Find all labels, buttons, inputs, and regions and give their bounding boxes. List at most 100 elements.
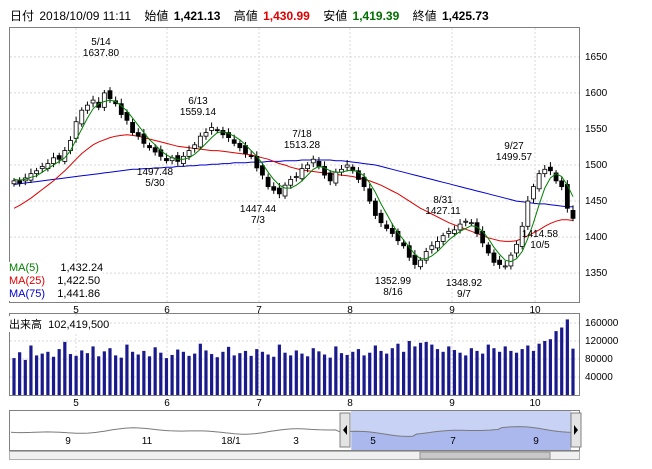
- close-label: 終値: [412, 9, 437, 23]
- volume-bar: [164, 358, 169, 395]
- volume-month-label: 6: [164, 398, 170, 409]
- volume-bar: [328, 357, 332, 395]
- annotation-line-2: 1559.14: [180, 107, 217, 118]
- candle-body: [316, 160, 322, 167]
- volume-bar: [418, 342, 423, 395]
- candle-body: [51, 157, 56, 164]
- candle-body: [384, 224, 390, 229]
- candle-body: [101, 92, 107, 108]
- volume-bar: [266, 354, 270, 395]
- navigator-scrollbar[interactable]: [9, 451, 580, 460]
- volume-bar: [187, 355, 191, 395]
- volume-bar: [108, 348, 112, 395]
- legend-ma75-value: 1,441.86: [57, 288, 101, 300]
- annotation-line-1: 1348.92: [446, 278, 483, 289]
- volume-bar: [130, 351, 135, 395]
- annotation-line-1: 7/18: [292, 129, 312, 140]
- legend-ma25-label: MA(25): [9, 275, 46, 287]
- high-label: 高値: [233, 9, 258, 23]
- volume-tick-label: 120000: [585, 336, 619, 347]
- volume-bar: [571, 348, 575, 395]
- candle-body: [214, 129, 220, 132]
- annotation-line-2: 9/7: [457, 289, 471, 300]
- candle-body: [485, 244, 491, 254]
- chevron-left-icon: [343, 425, 347, 435]
- volume-bar: [170, 354, 174, 395]
- volume-bar: [339, 353, 344, 395]
- volume-bar: [232, 355, 236, 395]
- volume-bar: [181, 351, 185, 395]
- candle-body: [237, 142, 243, 149]
- navigator-label: 9: [65, 436, 71, 447]
- candle-body: [322, 166, 327, 176]
- volume-month-label: 10: [529, 398, 541, 409]
- volume-bar: [560, 327, 564, 395]
- candle-body: [310, 158, 316, 164]
- volume-bar: [283, 352, 287, 395]
- candle-body: [11, 180, 17, 185]
- volume-bar: [74, 355, 78, 395]
- candle-body: [452, 229, 457, 234]
- ma25-polyline: [13, 134, 574, 242]
- ma5-polyline: [13, 99, 574, 263]
- candle-body: [361, 176, 367, 188]
- navigator-label: 11: [142, 436, 153, 447]
- candle-body: [531, 186, 536, 200]
- volume-bar: [390, 348, 394, 395]
- volume-bar: [153, 347, 157, 395]
- volume-header: 出来高 102,419,500: [9, 316, 110, 332]
- volume-bar: [543, 341, 547, 395]
- navigator-label: 3: [293, 436, 299, 447]
- volume-bar: [503, 346, 507, 395]
- volume-bar: [18, 352, 22, 395]
- candle-body: [372, 200, 378, 216]
- candle-body: [90, 99, 96, 104]
- price-month-label: 10: [529, 305, 541, 316]
- candle-body: [124, 111, 130, 121]
- volume-bar: [531, 350, 536, 395]
- volume-bar: [272, 356, 276, 395]
- volume-bar: [345, 354, 349, 395]
- volume-bar: [114, 355, 118, 395]
- candle-body: [418, 259, 423, 268]
- candle-body: [79, 109, 85, 125]
- candle-body: [17, 180, 23, 184]
- volume-bar: [385, 353, 389, 395]
- open-label: 始値: [144, 9, 169, 23]
- annotation-line-2: 7/3: [251, 215, 265, 226]
- volume-bar: [255, 349, 259, 395]
- volume-bar: [486, 344, 490, 395]
- price-month-label: 9: [449, 305, 455, 316]
- candle-body: [378, 212, 384, 224]
- volume-bar: [373, 345, 377, 395]
- volume-bar: [322, 354, 327, 395]
- volume-bar: [334, 346, 338, 395]
- volume-bar: [317, 351, 321, 395]
- candle-body: [192, 144, 198, 149]
- volume-bar: [204, 350, 208, 395]
- price-panel-frame: [9, 27, 580, 303]
- volume-bar: [277, 344, 281, 395]
- legend-ma5-label: MA(5): [9, 262, 39, 274]
- candle-body: [553, 172, 559, 182]
- volume-bar: [565, 319, 569, 395]
- navigator-scrollbar-thumb[interactable]: [419, 451, 551, 460]
- volume-bar: [159, 352, 163, 395]
- candle-body: [293, 176, 299, 178]
- candle-body: [186, 150, 192, 157]
- volume-bar: [249, 355, 253, 395]
- navigator-series: [10, 426, 580, 450]
- candle-body: [265, 176, 271, 188]
- annotation-line-1: 1497.48: [137, 167, 174, 178]
- candle-body: [130, 122, 135, 133]
- annotation-line-1: 8/31: [433, 195, 453, 206]
- volume-panel-frame: [9, 313, 580, 396]
- candle-body: [107, 90, 113, 100]
- volume-month-label: 7: [256, 398, 262, 409]
- candle-body: [446, 230, 452, 234]
- volume-bar: [300, 353, 304, 395]
- legend-ma75: MA(75) 1,441.86: [9, 288, 103, 301]
- volume-bar: [514, 352, 519, 395]
- volume-bar: [80, 350, 84, 395]
